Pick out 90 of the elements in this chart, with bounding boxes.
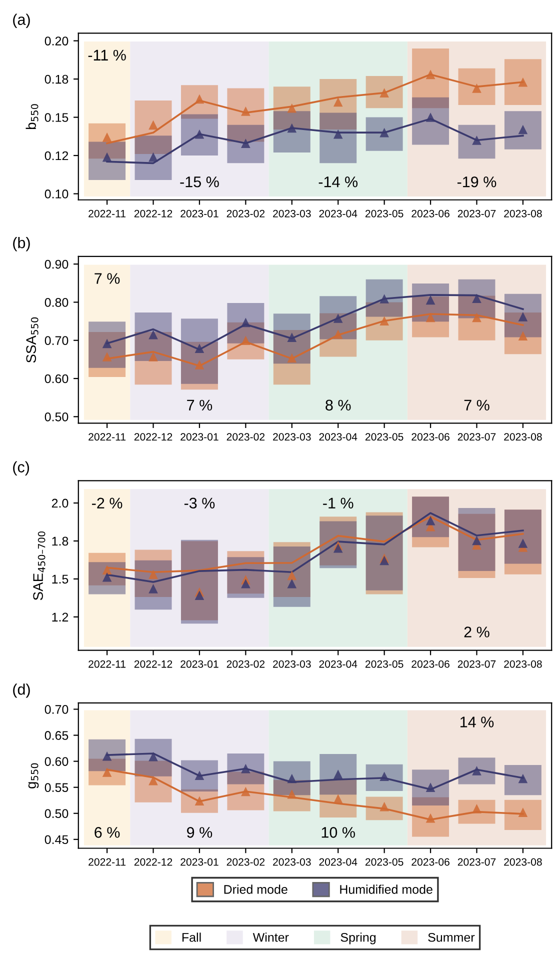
annotation: -11 % — [88, 50, 126, 61]
annotation: 8 % — [326, 400, 351, 411]
x-tick-label: 2022-11 — [88, 660, 126, 668]
annotation: -2 % — [92, 498, 122, 508]
y-tick-label: 0.15 — [44, 113, 68, 122]
chart-title: (a) — [13, 14, 30, 28]
x-tick-label: 2023-04 — [319, 858, 358, 866]
x-tick-label: 2023-01 — [180, 858, 218, 866]
x-tick-label: 2023-07 — [458, 210, 496, 218]
annotation: -3 % — [184, 498, 215, 509]
legend-label: Humidified mode — [340, 884, 432, 894]
x-tick-label: 2023-01 — [180, 210, 218, 218]
annotation: -19 % — [457, 176, 496, 188]
x-tick-label: 2023-02 — [226, 660, 265, 668]
x-tick-label: 2023-03 — [273, 433, 311, 441]
x-tick-label: 2022-11 — [88, 858, 126, 866]
x-tick-label: 2023-05 — [365, 660, 404, 668]
x-tick-label: 2023-02 — [226, 858, 265, 866]
x-tick-label: 2023-01 — [180, 660, 218, 668]
x-tick-label: 2023-06 — [412, 660, 450, 668]
y-tick-label: 0.20 — [44, 36, 68, 46]
y-tick-label: 0.50 — [44, 809, 68, 818]
y-axis-title: SAE$_{450–700}$ — [33, 531, 46, 600]
y-tick-label: 1.8 — [52, 536, 68, 546]
y-tick-label: 0.50 — [44, 412, 68, 422]
annotation: 7 % — [94, 273, 120, 284]
x-tick-label: 2023-02 — [226, 210, 265, 218]
legend-label: Summer — [428, 932, 475, 942]
x-tick-label: 2022-11 — [88, 433, 126, 441]
y-tick-label: 0.45 — [44, 835, 68, 844]
y-axis-title: b$_{550}$ — [26, 104, 38, 130]
y-tick-label: 1.5 — [52, 574, 68, 584]
y-tick-label: 2.0 — [52, 498, 68, 508]
x-tick-label: 2023-08 — [504, 210, 542, 218]
legend-label: Spring — [340, 932, 376, 944]
x-tick-label: 2023-08 — [504, 660, 542, 668]
annotation: -15 % — [180, 176, 219, 188]
y-tick-label: 0.60 — [44, 374, 68, 384]
annotation: 2 % — [464, 626, 490, 638]
x-tick-label: 2023-03 — [273, 210, 311, 218]
x-tick-label: 2023-04 — [319, 210, 358, 218]
x-tick-label: 2022-12 — [134, 433, 172, 441]
x-tick-label: 2023-05 — [365, 210, 404, 218]
chart-title: (d) — [13, 684, 30, 698]
y-tick-label: 0.80 — [44, 298, 68, 307]
x-tick-label: 2023-08 — [504, 433, 542, 441]
legend-label: Dried mode — [224, 884, 288, 894]
annotation: 9 % — [187, 827, 212, 838]
y-axis-title: g$_{550}$ — [28, 763, 39, 788]
x-tick-label: 2023-02 — [226, 433, 265, 441]
y-tick-label: 0.12 — [44, 151, 68, 160]
legend-label: Winter — [252, 932, 289, 942]
x-tick-label: 2023-07 — [458, 433, 496, 441]
annotation: 6 % — [94, 827, 120, 838]
x-tick-label: 2022-12 — [134, 858, 172, 866]
x-tick-label: 2023-01 — [180, 433, 218, 441]
y-axis-title: SSA$_{550}$ — [26, 317, 38, 363]
x-tick-label: 2023-05 — [365, 858, 404, 866]
annotation: -1 % — [323, 498, 354, 508]
y-tick-label: 0.55 — [44, 783, 68, 792]
x-tick-label: 2023-06 — [412, 858, 450, 866]
x-tick-label: 2023-07 — [458, 858, 496, 866]
annotation: -14 % — [318, 176, 358, 188]
x-tick-label: 2022-12 — [134, 660, 172, 668]
x-tick-label: 2023-03 — [273, 660, 311, 668]
y-tick-label: 1.2 — [52, 612, 68, 622]
legend-label: Fall — [182, 932, 201, 942]
x-tick-label: 2023-04 — [319, 433, 358, 441]
annotation: 7 % — [187, 400, 212, 411]
y-tick-label: 0.70 — [44, 705, 68, 714]
x-tick-label: 2022-12 — [134, 210, 172, 218]
x-tick-label: 2023-06 — [412, 210, 450, 218]
y-tick-label: 0.60 — [44, 757, 68, 766]
x-tick-label: 2023-05 — [365, 433, 404, 441]
y-tick-label: 0.90 — [44, 260, 68, 269]
chart-title: (b) — [13, 237, 30, 252]
x-tick-label: 2023-03 — [273, 858, 311, 866]
x-tick-label: 2023-04 — [319, 660, 358, 668]
x-tick-label: 2023-08 — [504, 858, 542, 866]
annotation: 7 % — [464, 400, 490, 411]
y-tick-label: 0.70 — [44, 336, 68, 346]
x-tick-label: 2023-07 — [458, 660, 496, 668]
x-tick-label: 2022-11 — [88, 210, 126, 218]
chart-title: (c) — [13, 461, 30, 476]
y-tick-label: 0.18 — [44, 74, 68, 84]
annotation: 14 % — [460, 716, 494, 728]
y-tick-label: 0.10 — [44, 190, 68, 198]
y-tick-label: 0.65 — [44, 731, 68, 740]
x-tick-label: 2023-06 — [412, 433, 450, 441]
annotation: 10 % — [322, 827, 355, 838]
